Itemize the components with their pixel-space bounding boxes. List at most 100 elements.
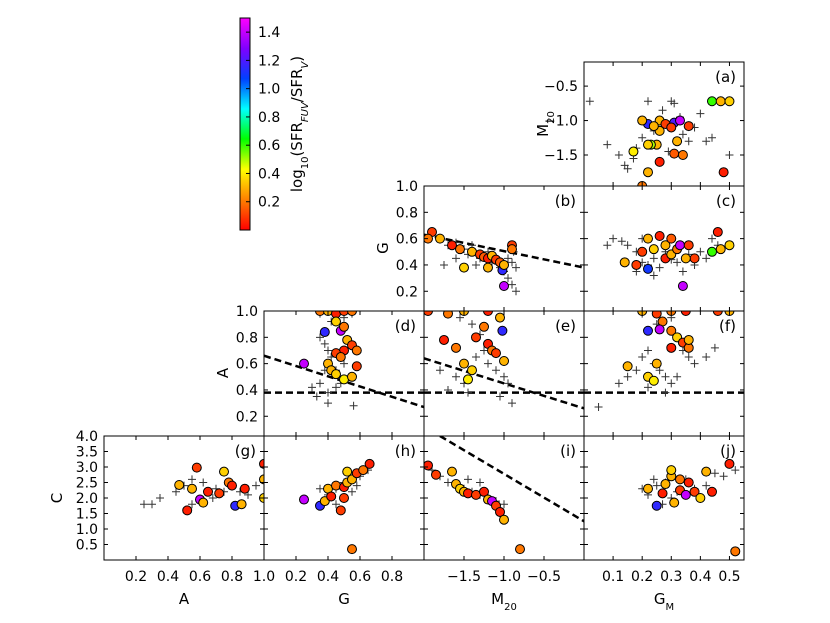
data-dot: [677, 150, 688, 160]
data-dot: [439, 334, 449, 345]
panel-label: (g): [235, 442, 256, 460]
data-dot: [643, 233, 653, 244]
y-tick-label-A: 1.0: [236, 304, 258, 320]
cross-point: [644, 346, 652, 355]
cross-point: [464, 475, 472, 484]
data-dot: [424, 311, 433, 316]
y-tick-label-C: 2.0: [76, 491, 98, 507]
x-axis-label-A: A: [179, 590, 190, 608]
panel-f: (f): [583, 310, 745, 437]
y-tick-label-A: 0.6: [236, 357, 258, 373]
data-dot: [724, 458, 735, 469]
x-tick-label-GM: 0.2: [631, 569, 653, 585]
data-dot: [499, 514, 509, 525]
cross-point: [614, 151, 623, 159]
x-tick-label-A: 0.8: [221, 569, 243, 585]
data-dot: [507, 244, 517, 255]
cross-point: [208, 494, 217, 502]
cross-point: [655, 263, 664, 272]
data-dot: [683, 121, 694, 132]
cross-point: [496, 392, 504, 401]
data-dot: [459, 358, 469, 369]
panel-label: (a): [715, 68, 736, 86]
cross-point: [658, 106, 667, 115]
data-dot: [339, 311, 349, 316]
panel-e: (e): [423, 310, 585, 437]
data-dot: [683, 477, 694, 488]
cross-point: [140, 500, 148, 509]
colorbar-tick-label: 0.2: [258, 195, 280, 211]
cross-point: [708, 234, 716, 243]
panel-a: (a): [583, 61, 745, 187]
y-tick-label-G: 0.4: [396, 258, 418, 274]
data-dot: [471, 332, 481, 343]
panel-plot-area: [424, 311, 584, 410]
data-dot: [675, 240, 685, 251]
x-tick-label-A: 0.4: [157, 569, 179, 585]
colorbar-tick-label: 0.4: [258, 166, 280, 182]
cross-point: [603, 140, 612, 149]
cross-point: [603, 241, 612, 250]
cross-point: [480, 346, 488, 355]
data-dot: [657, 488, 668, 499]
x-tick-label-GM: 0.5: [718, 569, 740, 585]
x-tick-label-M20: −1.0: [487, 569, 521, 585]
scatter-panels: (a) (b) (c) (d) (e) (f) (g) (h) (i) (j): [103, 61, 745, 561]
cross-point: [148, 500, 156, 509]
data-dot: [364, 458, 375, 469]
cross-point: [316, 484, 324, 493]
cross-point: [684, 353, 693, 362]
y-tick-label-C: 3.5: [76, 445, 98, 461]
x-tick-label-M20: −1.5: [447, 569, 481, 585]
cross-point: [638, 353, 647, 362]
cross-point: [492, 366, 500, 375]
y-tick-label-C: 3.0: [76, 460, 98, 476]
data-dot: [648, 244, 659, 255]
cross-point: [352, 481, 361, 490]
data-dot: [666, 342, 677, 353]
data-dot: [463, 488, 473, 499]
data-dot: [648, 121, 659, 132]
panel-label: (e): [555, 317, 576, 335]
data-dot: [712, 227, 723, 238]
cross-point: [440, 260, 448, 269]
data-dot: [660, 240, 671, 251]
cross-point: [472, 260, 480, 269]
cross-point: [316, 379, 324, 388]
data-dot: [227, 480, 237, 491]
data-dot: [479, 321, 489, 332]
cross-point: [638, 133, 647, 142]
panel-plot-area: [585, 96, 735, 186]
cross-point: [632, 366, 641, 375]
panel-plot-area: [584, 311, 744, 412]
panel-d: (d): [263, 310, 425, 437]
data-dot: [666, 122, 677, 133]
cross-point: [585, 97, 594, 106]
data-dot: [651, 500, 662, 511]
cross-point: [644, 383, 652, 392]
data-dot: [680, 253, 691, 264]
panel-label: (b): [555, 192, 576, 210]
cross-point: [512, 287, 520, 296]
data-dot: [648, 375, 659, 386]
data-dot: [339, 321, 349, 332]
cross-point: [504, 379, 512, 388]
colorbar-ticks: 0.2 0.4 0.6 0.8 1.0 1.2 1.4: [246, 25, 280, 211]
data-dot: [299, 358, 309, 369]
cross-point: [670, 99, 679, 108]
cross-point: [702, 481, 711, 490]
cross-point: [444, 478, 452, 487]
data-dot: [712, 311, 723, 316]
x-tick-label-GM: 0.3: [660, 569, 682, 585]
panel-label: (f): [719, 317, 736, 335]
y-axis-label-C: C: [48, 493, 66, 503]
cross-point: [316, 333, 324, 342]
cross-point: [172, 487, 180, 496]
cross-point: [444, 385, 452, 394]
axis-ticks: 0.2 0.4 0.6 0.8 1.0 0.2 0.4 0.6 0.8 −1.5 −1.0 −0.5 0…: [76, 79, 741, 585]
data-dot: [689, 253, 700, 264]
cross-point: [456, 313, 464, 322]
data-dot: [724, 240, 735, 251]
data-dot: [182, 505, 193, 516]
data-dot: [187, 483, 197, 494]
